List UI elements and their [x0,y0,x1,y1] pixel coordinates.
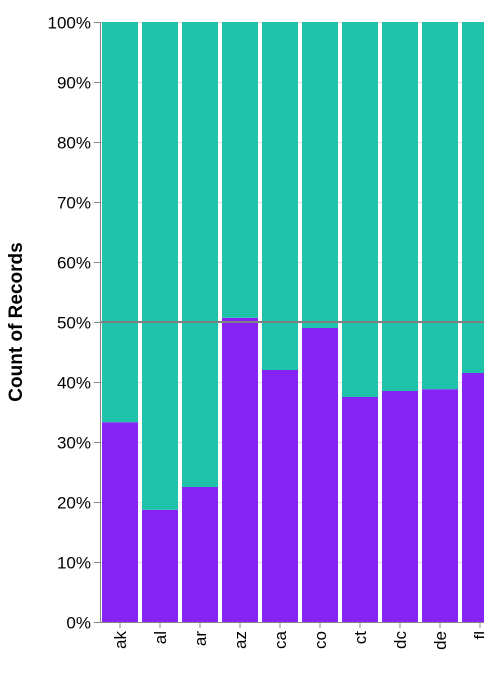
x-tick-label-ct: ct [351,631,370,645]
y-tick-label-10: 100% [48,14,91,33]
y-tick-label-5: 50% [57,314,91,333]
y-tick-label-4: 40% [57,374,91,393]
bar-ca-segment-1 [262,22,298,370]
bar-de-segment-1 [422,22,458,390]
bar-ct-segment-1 [342,22,378,397]
x-tick-label-de: de [431,631,450,650]
bar-ca-segment-0 [262,370,298,622]
x-tick-label-dc: dc [391,631,410,649]
bar-dc-segment-1 [382,22,418,391]
bar-az-segment-0 [222,317,258,622]
x-tick-label-al: al [151,631,170,644]
y-tick-label-2: 20% [57,494,91,513]
y-tick-label-7: 70% [57,194,91,213]
bar-ar-segment-0 [182,487,218,622]
x-tick-label-ar: ar [191,631,210,646]
x-tick-label-ak: ak [111,631,130,649]
bar-al-segment-1 [142,22,178,510]
bar-al-segment-0 [142,509,178,622]
bar-dc-segment-0 [382,391,418,622]
y-tick-label-6: 60% [57,254,91,273]
y-tick-label-1: 10% [57,554,91,573]
y-tick-label-9: 90% [57,74,91,93]
x-tick-label-fl: fl [471,631,484,640]
bar-ar-segment-1 [182,22,218,487]
bar-ct-segment-0 [342,397,378,622]
bar-co-segment-1 [302,22,338,328]
bar-co-segment-0 [302,328,338,622]
y-tick-label-3: 30% [57,434,91,453]
bar-fl-segment-0 [462,373,484,622]
bar-az-segment-1 [222,22,258,318]
x-tick-label-az: az [231,631,250,649]
x-tick-label-ca: ca [271,630,290,649]
y-tick-label-8: 80% [57,134,91,153]
bar-de-segment-0 [422,389,458,622]
bar-ak-segment-0 [102,422,138,622]
y-axis-title: Count of Records [6,242,27,401]
bar-fl-segment-1 [462,22,484,373]
axes: 0% 10% 20% 30% 40% 50% 60% 70% 80% 90% 100% ak al ar a… [48,14,484,650]
bar-ak-segment-1 [102,22,138,423]
x-tick-label-co: co [311,631,330,649]
bars [102,22,484,622]
y-tick-label-0: 0% [66,614,91,633]
